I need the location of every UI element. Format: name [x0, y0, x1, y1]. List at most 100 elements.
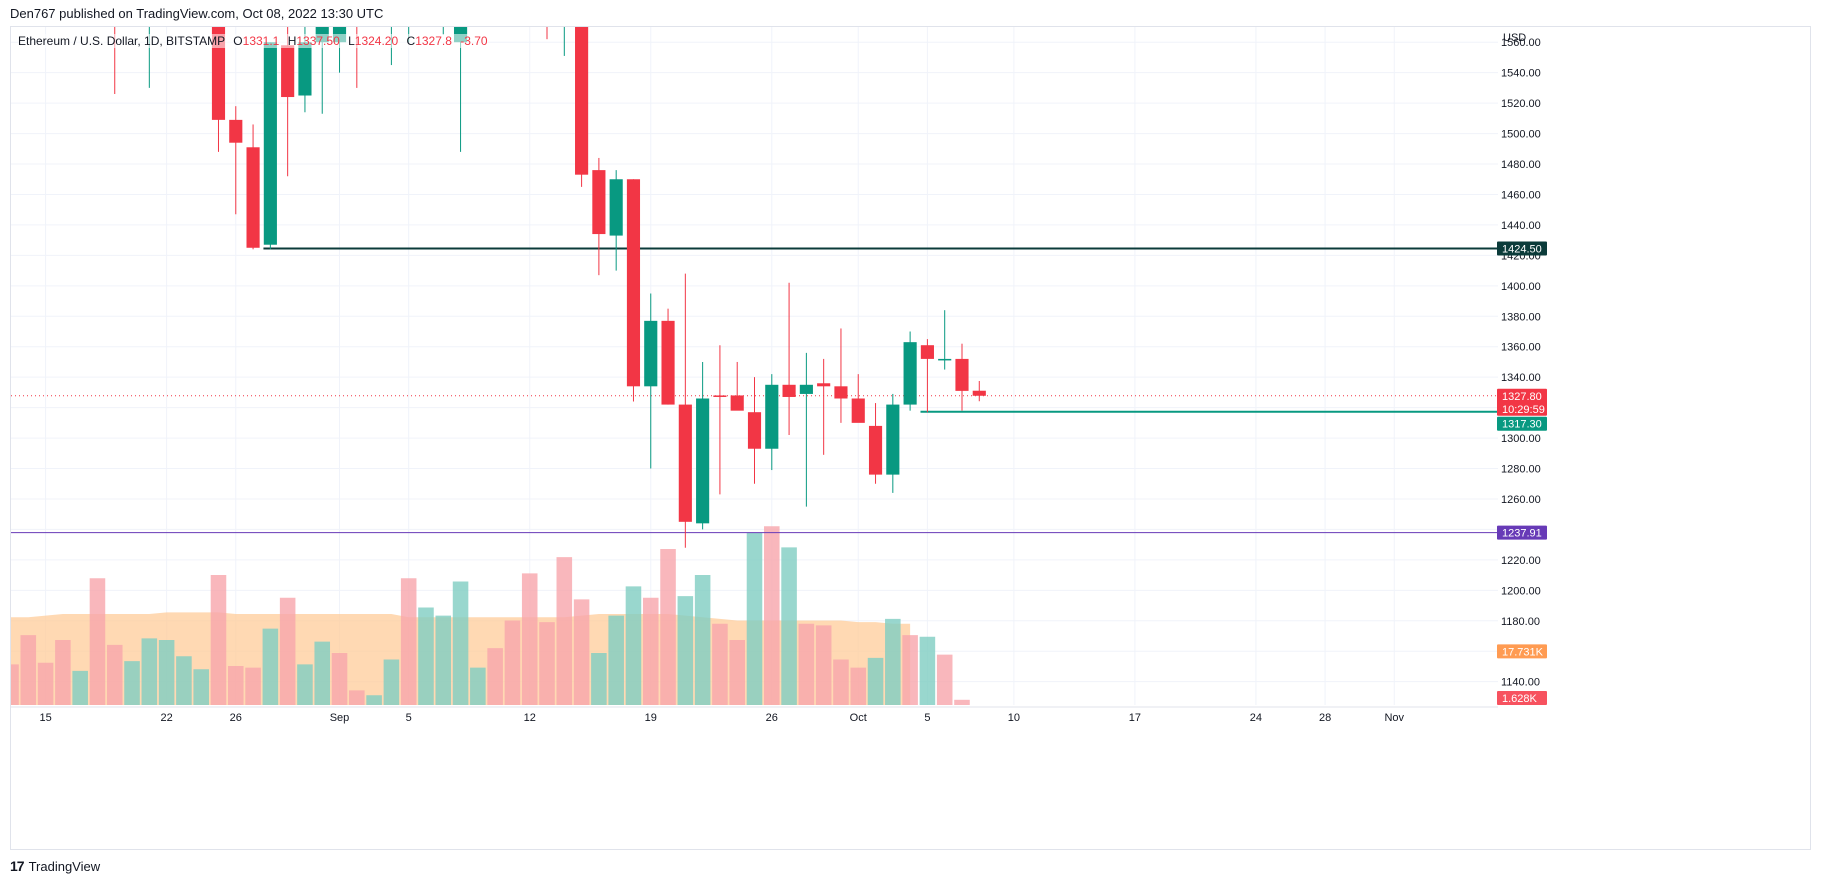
price-tick-label: 1420.00 — [1501, 250, 1541, 262]
chart-frame[interactable]: USD1140.001160.001180.001200.001220.0012… — [10, 26, 1811, 850]
volume-bar — [106, 644, 123, 705]
low-price-badge-text: 1237.91 — [1502, 528, 1542, 540]
candle-body — [903, 342, 917, 405]
volume-bar — [642, 597, 659, 705]
resistance-price-badge: 1424.50 — [1497, 241, 1547, 256]
volume-bar — [504, 620, 521, 705]
candle-body — [626, 179, 641, 387]
support-price-badge: 1317.30 — [1497, 416, 1547, 431]
candle-body — [920, 345, 934, 359]
grid — [11, 27, 1498, 705]
volume-bar — [781, 547, 797, 705]
volume-bar — [124, 661, 140, 705]
volume-bar — [867, 657, 884, 705]
candle-body — [661, 320, 675, 405]
candle-body — [730, 395, 744, 411]
volume-bar — [521, 573, 538, 705]
volume-bar — [227, 666, 244, 705]
tradingview-footer[interactable]: 17 TradingView — [10, 858, 100, 874]
volume-bar — [694, 575, 711, 705]
volume-bar — [176, 656, 192, 705]
volume-bar — [729, 640, 745, 705]
candle-body — [713, 395, 727, 397]
price-tick-label: 1280.00 — [1501, 464, 1541, 476]
volume-ma-badge: 17.731K — [1497, 644, 1547, 659]
price-tick-label: 1540.00 — [1501, 68, 1541, 80]
time-tick-label: 26 — [766, 712, 778, 724]
volume-bar — [55, 640, 71, 705]
candle-body — [765, 384, 779, 449]
candle-body — [263, 42, 277, 245]
volume-bar — [608, 615, 624, 705]
price-tick-label: 1500.00 — [1501, 129, 1541, 141]
volume-bar — [625, 586, 642, 705]
volume-bar — [660, 549, 676, 705]
volume-last-badge-text: 1.628K — [1502, 693, 1538, 705]
symbol-info-bar: Ethereum / U.S. Dollar, 1D, BITSTAMP O13… — [18, 34, 488, 48]
candles — [114, 27, 986, 548]
time-tick-label: 15 — [39, 712, 51, 724]
low-value: 1324.20 — [354, 34, 399, 48]
low-price-badge: 1237.91 — [1497, 525, 1547, 540]
current-price-badge-text: 1327.80 — [1502, 391, 1542, 403]
volume-bar — [210, 575, 227, 705]
published-line: Den767 published on TradingView.com, Oct… — [10, 6, 384, 21]
price-tick-label: 1460.00 — [1501, 189, 1541, 201]
high-label: H — [287, 34, 297, 48]
volume-bar — [573, 599, 590, 705]
volume-bar — [279, 597, 296, 705]
candle-body — [281, 45, 295, 98]
volume-bar — [470, 667, 486, 705]
candle-body — [938, 358, 952, 361]
candle-body — [678, 404, 692, 522]
price-tick-label: 1480.00 — [1501, 159, 1541, 171]
price-tick-label: 1260.00 — [1501, 494, 1541, 506]
volume-bar — [37, 662, 54, 705]
volume-bar — [314, 641, 331, 705]
candle-body — [972, 390, 986, 396]
open-label: O — [233, 34, 243, 48]
volume-bar — [400, 578, 417, 705]
candle-body — [644, 320, 658, 387]
time-tick-label: Sep — [330, 712, 350, 724]
time-tick-label: Oct — [850, 712, 867, 724]
brand-name: TradingView — [28, 858, 101, 874]
volume-bar — [366, 695, 382, 705]
volume-bar — [452, 581, 469, 705]
volume-bar — [556, 557, 573, 705]
price-tick-label: 1340.00 — [1501, 372, 1541, 384]
price-tick-label: 1520.00 — [1501, 98, 1541, 110]
volume-bar — [487, 648, 503, 705]
volume-bar — [141, 638, 158, 705]
volume-bar — [418, 607, 434, 705]
candle-body — [298, 42, 312, 96]
price-tick-label: 1400.00 — [1501, 281, 1541, 293]
candle-body — [955, 358, 969, 391]
price-tick-label: 1360.00 — [1501, 342, 1541, 354]
support-price-badge-text: 1317.30 — [1502, 419, 1542, 431]
time-tick-label: 22 — [160, 712, 172, 724]
time-tick-label: Nov — [1384, 712, 1404, 724]
support-price-badge-bg — [1497, 416, 1547, 431]
resistance-price-badge-bg — [1497, 241, 1547, 256]
change-value: -3.70 — [460, 34, 488, 48]
candle-body — [211, 27, 226, 120]
candle-body — [799, 384, 813, 394]
candlestick-chart[interactable]: USD1140.001160.001180.001200.001220.0012… — [11, 27, 1810, 849]
price-tick-label: 1220.00 — [1501, 555, 1541, 567]
volume-bar — [158, 640, 175, 705]
volume-bar — [833, 659, 849, 705]
volume-bar — [72, 670, 88, 705]
candle-body — [851, 398, 865, 423]
price-tick-label: 1200.00 — [1501, 585, 1541, 597]
candle-body — [592, 170, 606, 235]
close-value: 1327.8 — [415, 34, 452, 48]
candle-body — [696, 398, 710, 524]
time-tick-label: 12 — [524, 712, 536, 724]
candle-body — [575, 27, 589, 175]
low-label: L — [348, 34, 355, 48]
price-tick-label: 1300.00 — [1501, 433, 1541, 445]
candle-body — [609, 179, 623, 236]
price-tick-label: 1140.00 — [1501, 677, 1540, 689]
low-price-badge-bg — [1497, 525, 1547, 540]
